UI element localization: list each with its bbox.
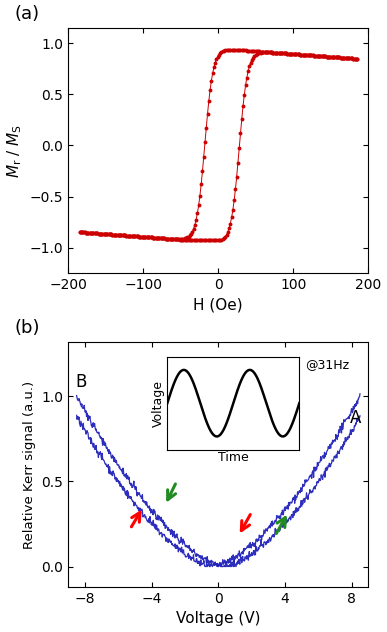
Text: (a): (a) bbox=[14, 5, 39, 23]
Text: A: A bbox=[350, 409, 361, 427]
X-axis label: H (Oe): H (Oe) bbox=[194, 298, 243, 313]
Text: (b): (b) bbox=[14, 319, 40, 337]
Y-axis label: $M_\mathrm{r}$ / $M_\mathrm{S}$: $M_\mathrm{r}$ / $M_\mathrm{S}$ bbox=[5, 123, 24, 178]
Y-axis label: Relative Kerr signal (a.u.): Relative Kerr signal (a.u.) bbox=[23, 380, 36, 549]
Text: @31Hz: @31Hz bbox=[305, 358, 349, 371]
Text: B: B bbox=[75, 374, 86, 391]
X-axis label: Voltage (V): Voltage (V) bbox=[176, 611, 260, 626]
